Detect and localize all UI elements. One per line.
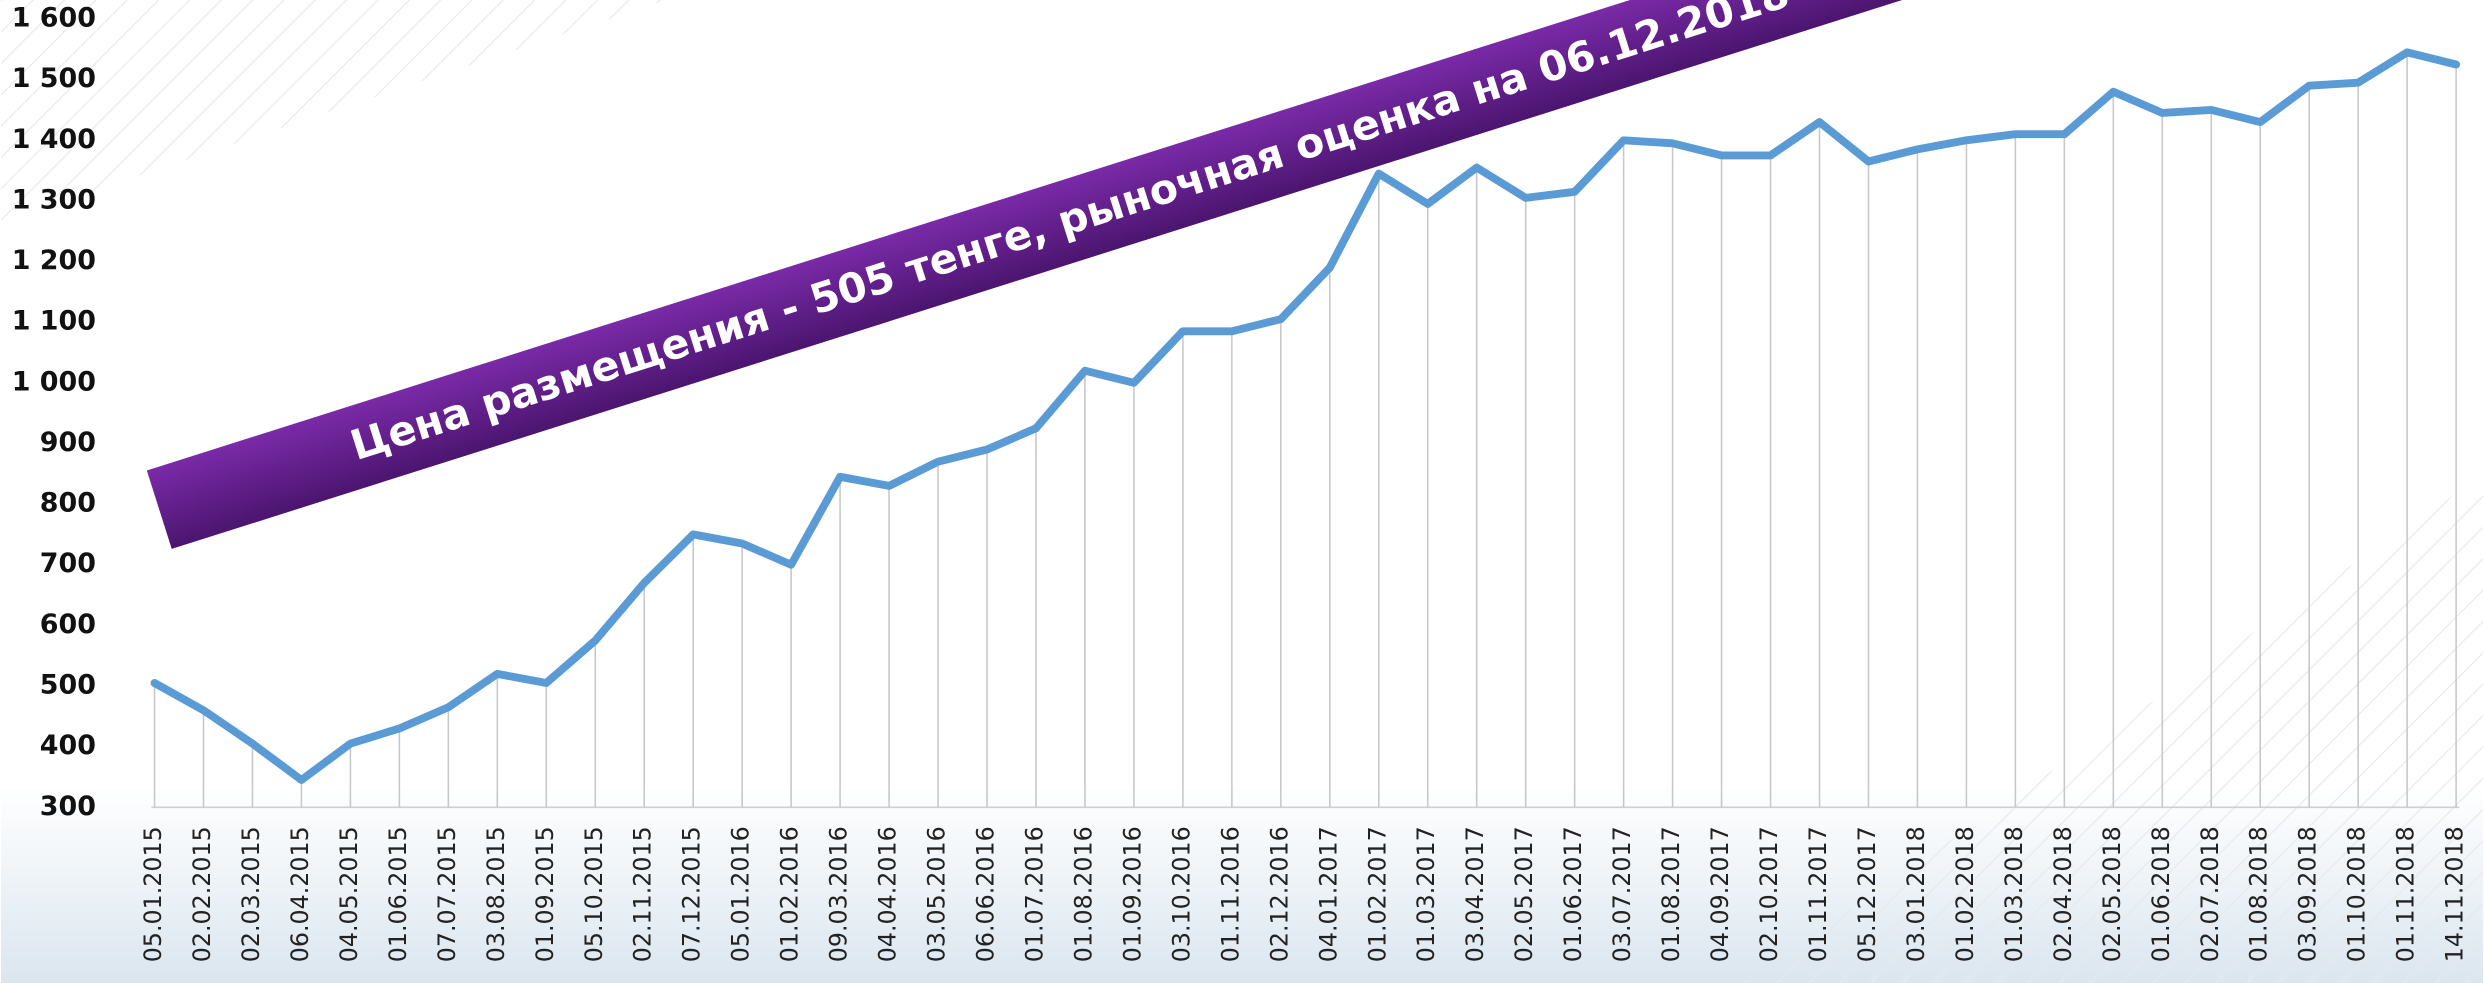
x-tick-label: 03.01.2018 (1902, 826, 1930, 962)
x-tick-label: 07.12.2015 (678, 826, 706, 962)
x-tick-label: 02.02.2015 (188, 826, 216, 962)
y-tick-label: 900 (40, 427, 96, 458)
y-tick-label: 1 400 (12, 124, 96, 155)
y-tick-label: 1 000 (12, 366, 96, 397)
x-tick-label: 01.02.2016 (776, 826, 804, 962)
x-tick-label: 02.07.2018 (2196, 826, 2224, 962)
y-tick-label: 400 (40, 730, 96, 761)
x-tick-label: 05.12.2017 (1853, 826, 1881, 962)
x-tick-label: 02.12.2016 (1265, 826, 1293, 962)
x-tick-label: 01.07.2016 (1020, 826, 1048, 962)
x-tick-label: 02.10.2017 (1755, 826, 1783, 962)
x-tick-label: 05.01.2016 (727, 826, 755, 962)
y-tick-label: 300 (40, 791, 96, 822)
x-tick-label: 01.11.2018 (2392, 826, 2420, 962)
x-tick-label: 01.11.2017 (1804, 826, 1832, 962)
x-tick-label: 01.02.2017 (1363, 826, 1391, 962)
x-tick-label: 02.04.2018 (2049, 826, 2077, 962)
x-tick-label: 01.02.2018 (1951, 826, 1979, 962)
y-tick-label: 1 600 (12, 2, 96, 33)
x-tick-label: 01.09.2015 (531, 826, 559, 962)
x-tick-label: 02.05.2018 (2098, 826, 2126, 962)
x-tick-label: 03.08.2015 (482, 826, 510, 962)
chart: 300 400 500 600 700 800 900 1 000 1 100 1 200 1 30… (0, 0, 2484, 983)
x-tick-label: 01.06.2017 (1559, 826, 1587, 962)
y-tick-label: 1 500 (12, 63, 96, 94)
x-tick-label: 01.08.2017 (1657, 826, 1685, 962)
x-tick-label: 02.03.2015 (237, 826, 265, 962)
x-tick-label: 01.09.2016 (1118, 826, 1146, 962)
x-tick-label: 04.04.2016 (874, 826, 902, 962)
x-tick-label: 04.01.2017 (1314, 826, 1342, 962)
x-tick-label: 03.10.2016 (1167, 826, 1195, 962)
x-tick-label: 03.04.2017 (1461, 826, 1489, 962)
x-tick-label: 09.03.2016 (825, 826, 853, 962)
y-tick-label: 1 300 (12, 184, 96, 215)
x-tick-label: 03.05.2016 (923, 826, 951, 962)
x-tick-label: 01.03.2017 (1412, 826, 1440, 962)
y-tick-label: 500 (40, 670, 96, 701)
x-tick-label: 14.11.2018 (2441, 826, 2469, 962)
x-tick-label: 02.11.2015 (629, 826, 657, 962)
y-tick-label: 1 100 (12, 306, 96, 337)
x-tick-label: 04.09.2017 (1706, 826, 1734, 962)
y-tick-label: 800 (40, 488, 96, 519)
x-tick-label: 01.03.2018 (2000, 826, 2028, 962)
x-tick-label: 06.06.2016 (972, 826, 1000, 962)
x-tick-label: 04.05.2015 (335, 826, 363, 962)
x-tick-label: 03.07.2017 (1608, 826, 1636, 962)
x-tick-label: 01.06.2015 (384, 826, 412, 962)
x-tick-label: 01.08.2018 (2245, 826, 2273, 962)
x-tick-label: 05.10.2015 (580, 826, 608, 962)
y-tick-label: 1 200 (12, 245, 96, 276)
x-tick-label: 07.07.2015 (433, 826, 461, 962)
x-tick-label: 03.09.2018 (2294, 826, 2322, 962)
x-tick-label: 01.06.2018 (2147, 826, 2175, 962)
x-tick-label: 01.10.2018 (2343, 826, 2371, 962)
x-tick-label: 06.04.2015 (286, 826, 314, 962)
x-tick-label: 01.08.2016 (1069, 826, 1097, 962)
y-tick-label: 600 (40, 609, 96, 640)
page: {"chart_data": {"type": "line", "x": ["0… (0, 0, 2484, 983)
y-tick-label: 700 (40, 548, 96, 579)
x-tick-label: 05.01.2015 (139, 826, 167, 962)
x-tick-label: 02.05.2017 (1510, 826, 1538, 962)
x-tick-label: 01.11.2016 (1216, 826, 1244, 962)
